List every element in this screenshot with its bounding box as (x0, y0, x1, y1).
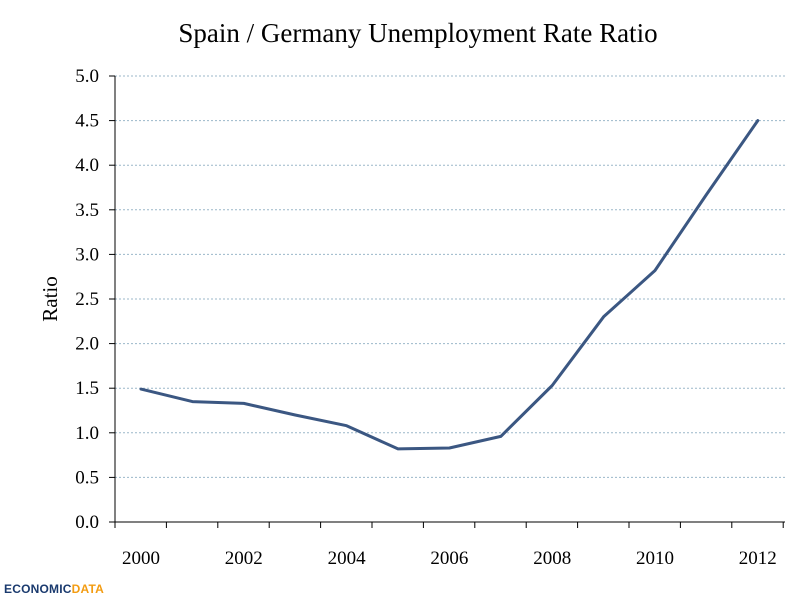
y-tick-label: 1.0 (75, 423, 99, 444)
x-tick-label: 2010 (636, 548, 674, 569)
series-line (139, 119, 760, 451)
x-tick-label: 2008 (533, 548, 571, 569)
y-tick-label: 4.0 (75, 155, 99, 176)
y-tick-label: 0.5 (75, 467, 99, 488)
logo-text-accent: DATA (71, 582, 104, 596)
y-tick-label: 1.5 (75, 378, 99, 399)
y-axis-label: Ratio (38, 276, 62, 322)
y-tick-label: 2.5 (75, 289, 99, 310)
grid (115, 75, 785, 478)
series (139, 119, 760, 451)
y-tick-label: 3.5 (75, 200, 99, 221)
x-tick-label: 2012 (739, 548, 777, 569)
y-tick-label: 4.5 (75, 111, 99, 132)
x-tick-label: 2004 (328, 548, 367, 569)
y-tick-label: 5.0 (75, 66, 99, 87)
logo: ECONOMICDATA (4, 582, 104, 596)
x-tick-label: 2002 (225, 548, 263, 569)
y-tick-label: 3.0 (75, 244, 99, 265)
y-tick-label: 2.0 (75, 334, 99, 355)
logo-text-main: ECONOMIC (4, 582, 72, 596)
x-tick-label: 2006 (430, 548, 468, 569)
ticks: 0.0 0.5 1.0 1.5 2.0 2.5 3.0 3.5 4.0 4.5 5.0 2000 200… (75, 66, 784, 569)
chart-title: Spain / Germany Unemployment Rate Ratio (178, 18, 657, 48)
x-tick-label: 2000 (122, 548, 160, 569)
y-tick-label: 0.0 (75, 512, 99, 533)
